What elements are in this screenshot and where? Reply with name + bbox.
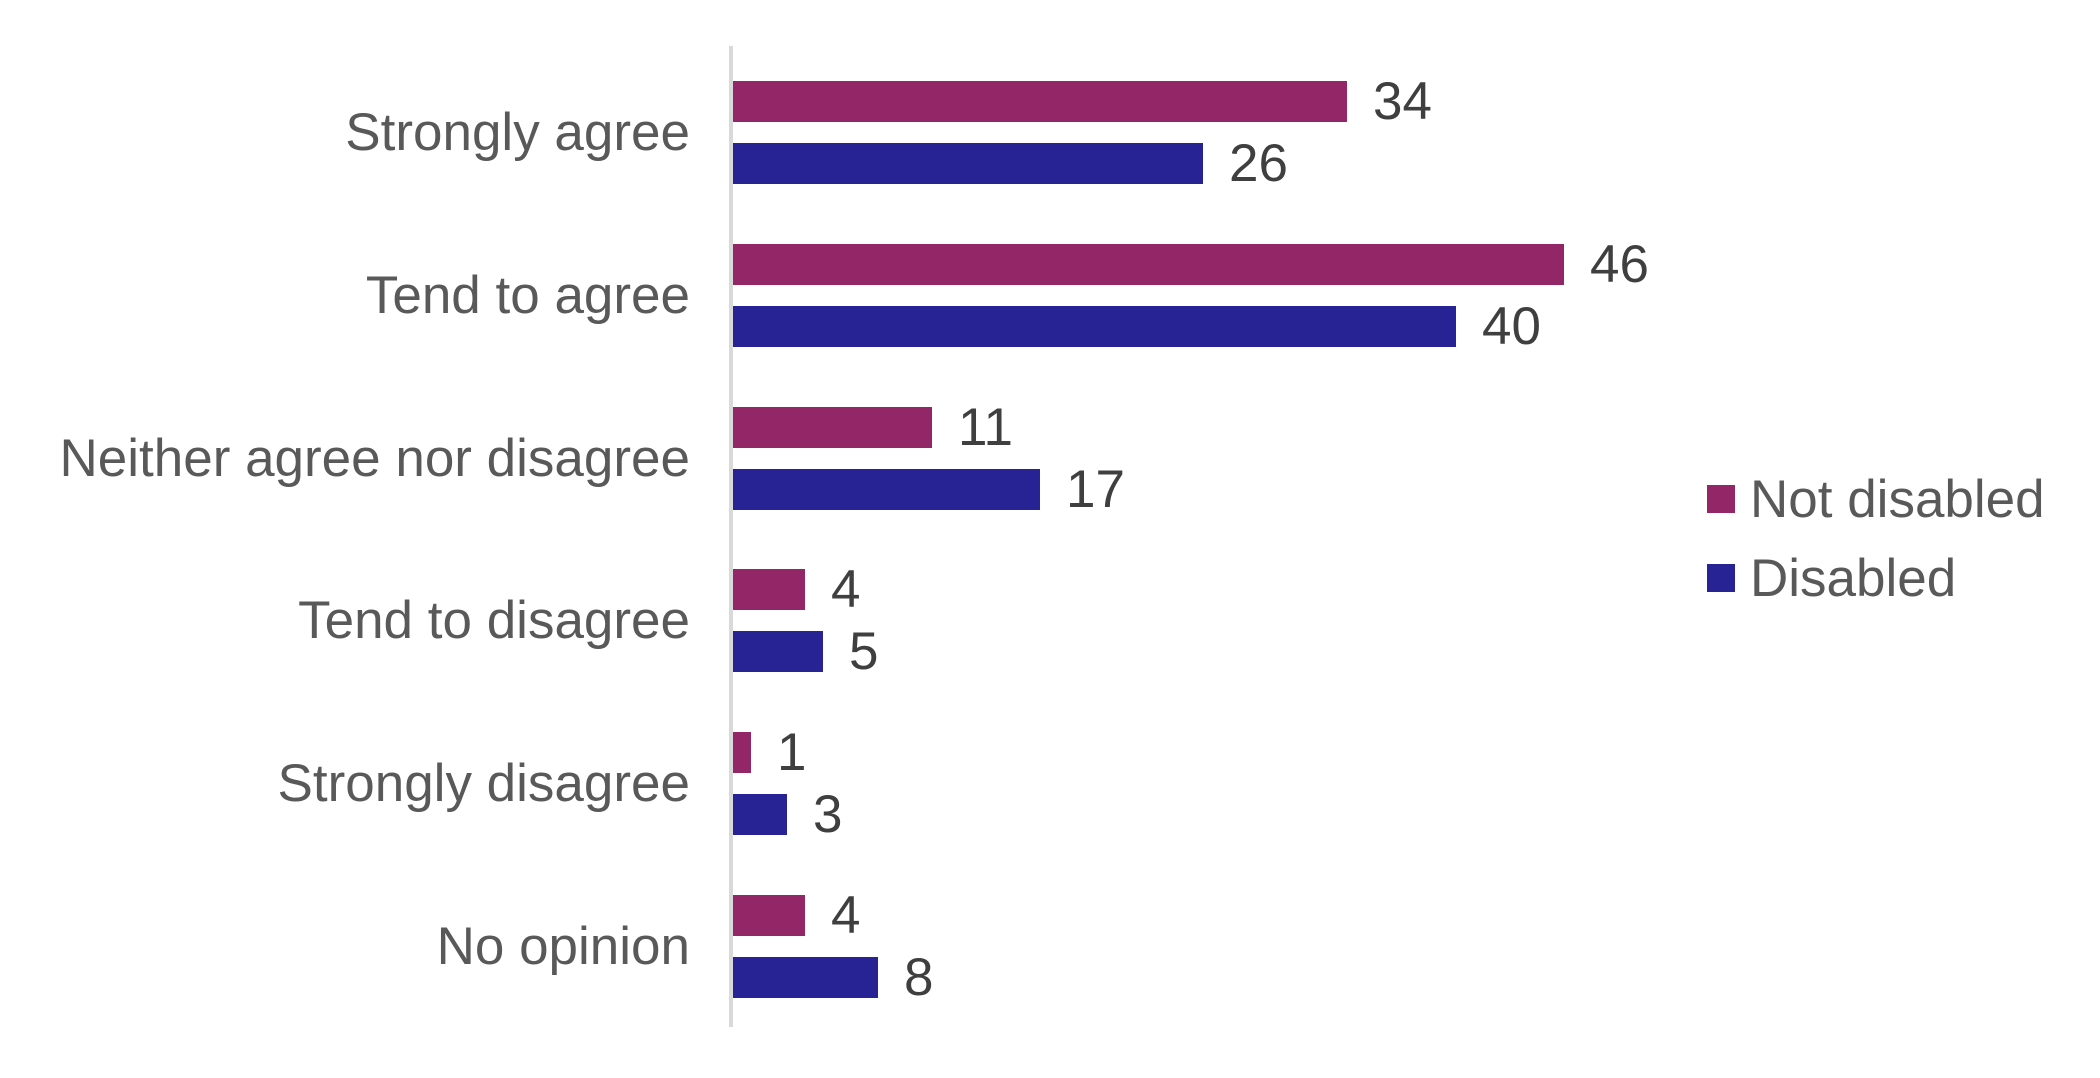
value-label: 4: [831, 886, 861, 945]
value-label: 5: [849, 622, 879, 681]
category-label: Strongly disagree: [277, 754, 690, 813]
legend-label-not-disabled: Not disabled: [1750, 469, 2045, 529]
category-group: Strongly disagree 1 3: [0, 723, 2100, 844]
category-label: No opinion: [436, 917, 690, 976]
bar-disabled: [733, 957, 878, 998]
legend-swatch-disabled-icon: [1707, 564, 1735, 592]
value-label: 8: [904, 948, 934, 1007]
bar-not-disabled: [733, 407, 932, 448]
category-group: Tend to disagree 4 5: [0, 560, 2100, 681]
category-label: Tend to disagree: [298, 591, 690, 650]
value-label: 4: [831, 560, 861, 619]
y-axis-line: [729, 46, 733, 1027]
value-label: 26: [1229, 134, 1288, 193]
value-label: 34: [1373, 72, 1432, 131]
value-label: 40: [1482, 297, 1541, 356]
legend-swatch-not-disabled-icon: [1707, 485, 1735, 513]
value-label: 46: [1590, 235, 1649, 294]
category-group: No opinion 4 8: [0, 886, 2100, 1007]
bar-not-disabled: [733, 895, 805, 936]
bar-not-disabled: [733, 81, 1347, 122]
legend-item-disabled: Disabled: [1707, 548, 2045, 608]
legend-item-not-disabled: Not disabled: [1707, 469, 2045, 529]
legend: Not disabled Disabled: [1707, 469, 2045, 608]
bar-disabled: [733, 469, 1040, 510]
category-group: Neither agree nor disagree 11 17: [0, 398, 2100, 519]
value-label: 1: [777, 723, 807, 782]
bar-not-disabled: [733, 244, 1564, 285]
legend-label-disabled: Disabled: [1750, 548, 1957, 608]
value-label: 3: [813, 785, 843, 844]
bar-disabled: [733, 631, 823, 672]
value-label: 11: [958, 398, 1014, 457]
bar-disabled: [733, 306, 1456, 347]
bar-not-disabled: [733, 732, 751, 773]
category-group: Strongly agree 34 26: [0, 72, 2100, 193]
bar-disabled: [733, 143, 1203, 184]
bar-disabled: [733, 794, 787, 835]
bar-not-disabled: [733, 569, 805, 610]
category-label: Strongly agree: [345, 103, 690, 162]
category-label: Neither agree nor disagree: [59, 429, 691, 488]
category-group: Tend to agree 46 40: [0, 235, 2100, 356]
value-label: 17: [1066, 460, 1125, 519]
category-label: Tend to agree: [365, 266, 690, 325]
